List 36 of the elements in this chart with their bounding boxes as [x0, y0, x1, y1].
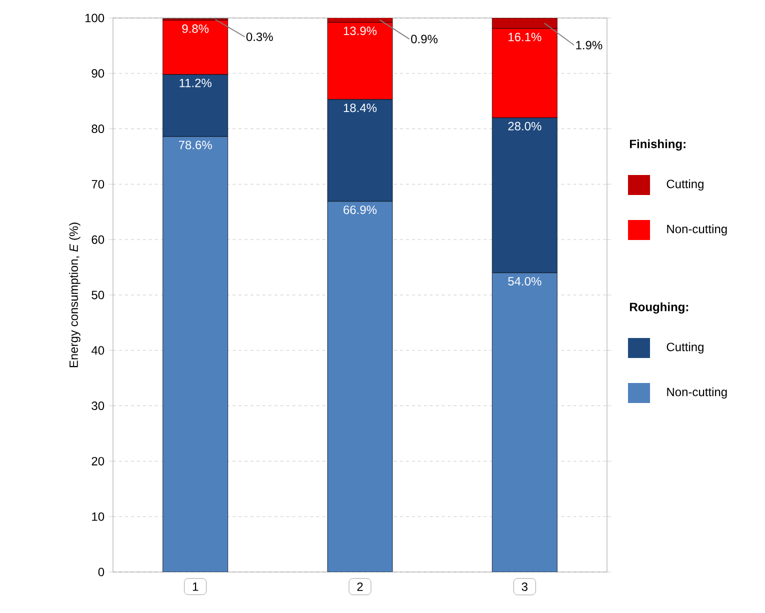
- y-tick-label: 0: [98, 568, 104, 576]
- data-label: 0.3%: [246, 32, 273, 42]
- y-tick-label: 80: [92, 124, 104, 134]
- y-tick-label: 90: [92, 69, 104, 78]
- legend-label: Non-cutting: [667, 224, 727, 236]
- y-axis-title: Energy consumption, E (%): [69, 222, 80, 368]
- x-tick-label: 2: [357, 582, 363, 591]
- data-label: 9.8%: [182, 24, 209, 33]
- data-label: 28.0%: [508, 122, 542, 130]
- text: Roughing:: [630, 302, 688, 314]
- data-label: 1.9%: [576, 40, 602, 50]
- data-label: 66.9%: [344, 206, 377, 214]
- y-tick-label: 60: [92, 235, 104, 244]
- legend-label: Non-cutting: [667, 387, 727, 399]
- x-tick-label: 3: [522, 582, 528, 591]
- bar: [162, 136, 228, 572]
- y-tick-label: 70: [92, 180, 104, 188]
- legend-label: Cutting: [666, 342, 704, 354]
- y-tick-label: 30: [92, 402, 104, 410]
- y-tick-label: 10: [92, 512, 104, 521]
- legend-label: Cutting: [666, 179, 704, 191]
- data-label: 54.0%: [508, 277, 542, 286]
- y-tick-label: 40: [91, 346, 104, 355]
- text: Finishing:: [630, 139, 686, 151]
- data-label: 18.4%: [344, 104, 377, 112]
- bar: [327, 201, 393, 572]
- x-tick-label: 1: [192, 582, 198, 591]
- data-label: 16.1%: [508, 32, 542, 42]
- data-label: 78.6%: [178, 140, 212, 150]
- y-tick-label: 20: [92, 456, 104, 466]
- data-label: 13.9%: [344, 26, 377, 36]
- data-label: 11.2%: [180, 78, 212, 88]
- bar: [492, 272, 558, 572]
- y-tick-label: 50: [92, 290, 104, 300]
- data-label: 0.9%: [411, 34, 438, 44]
- y-tick-label: 100: [85, 14, 104, 22]
